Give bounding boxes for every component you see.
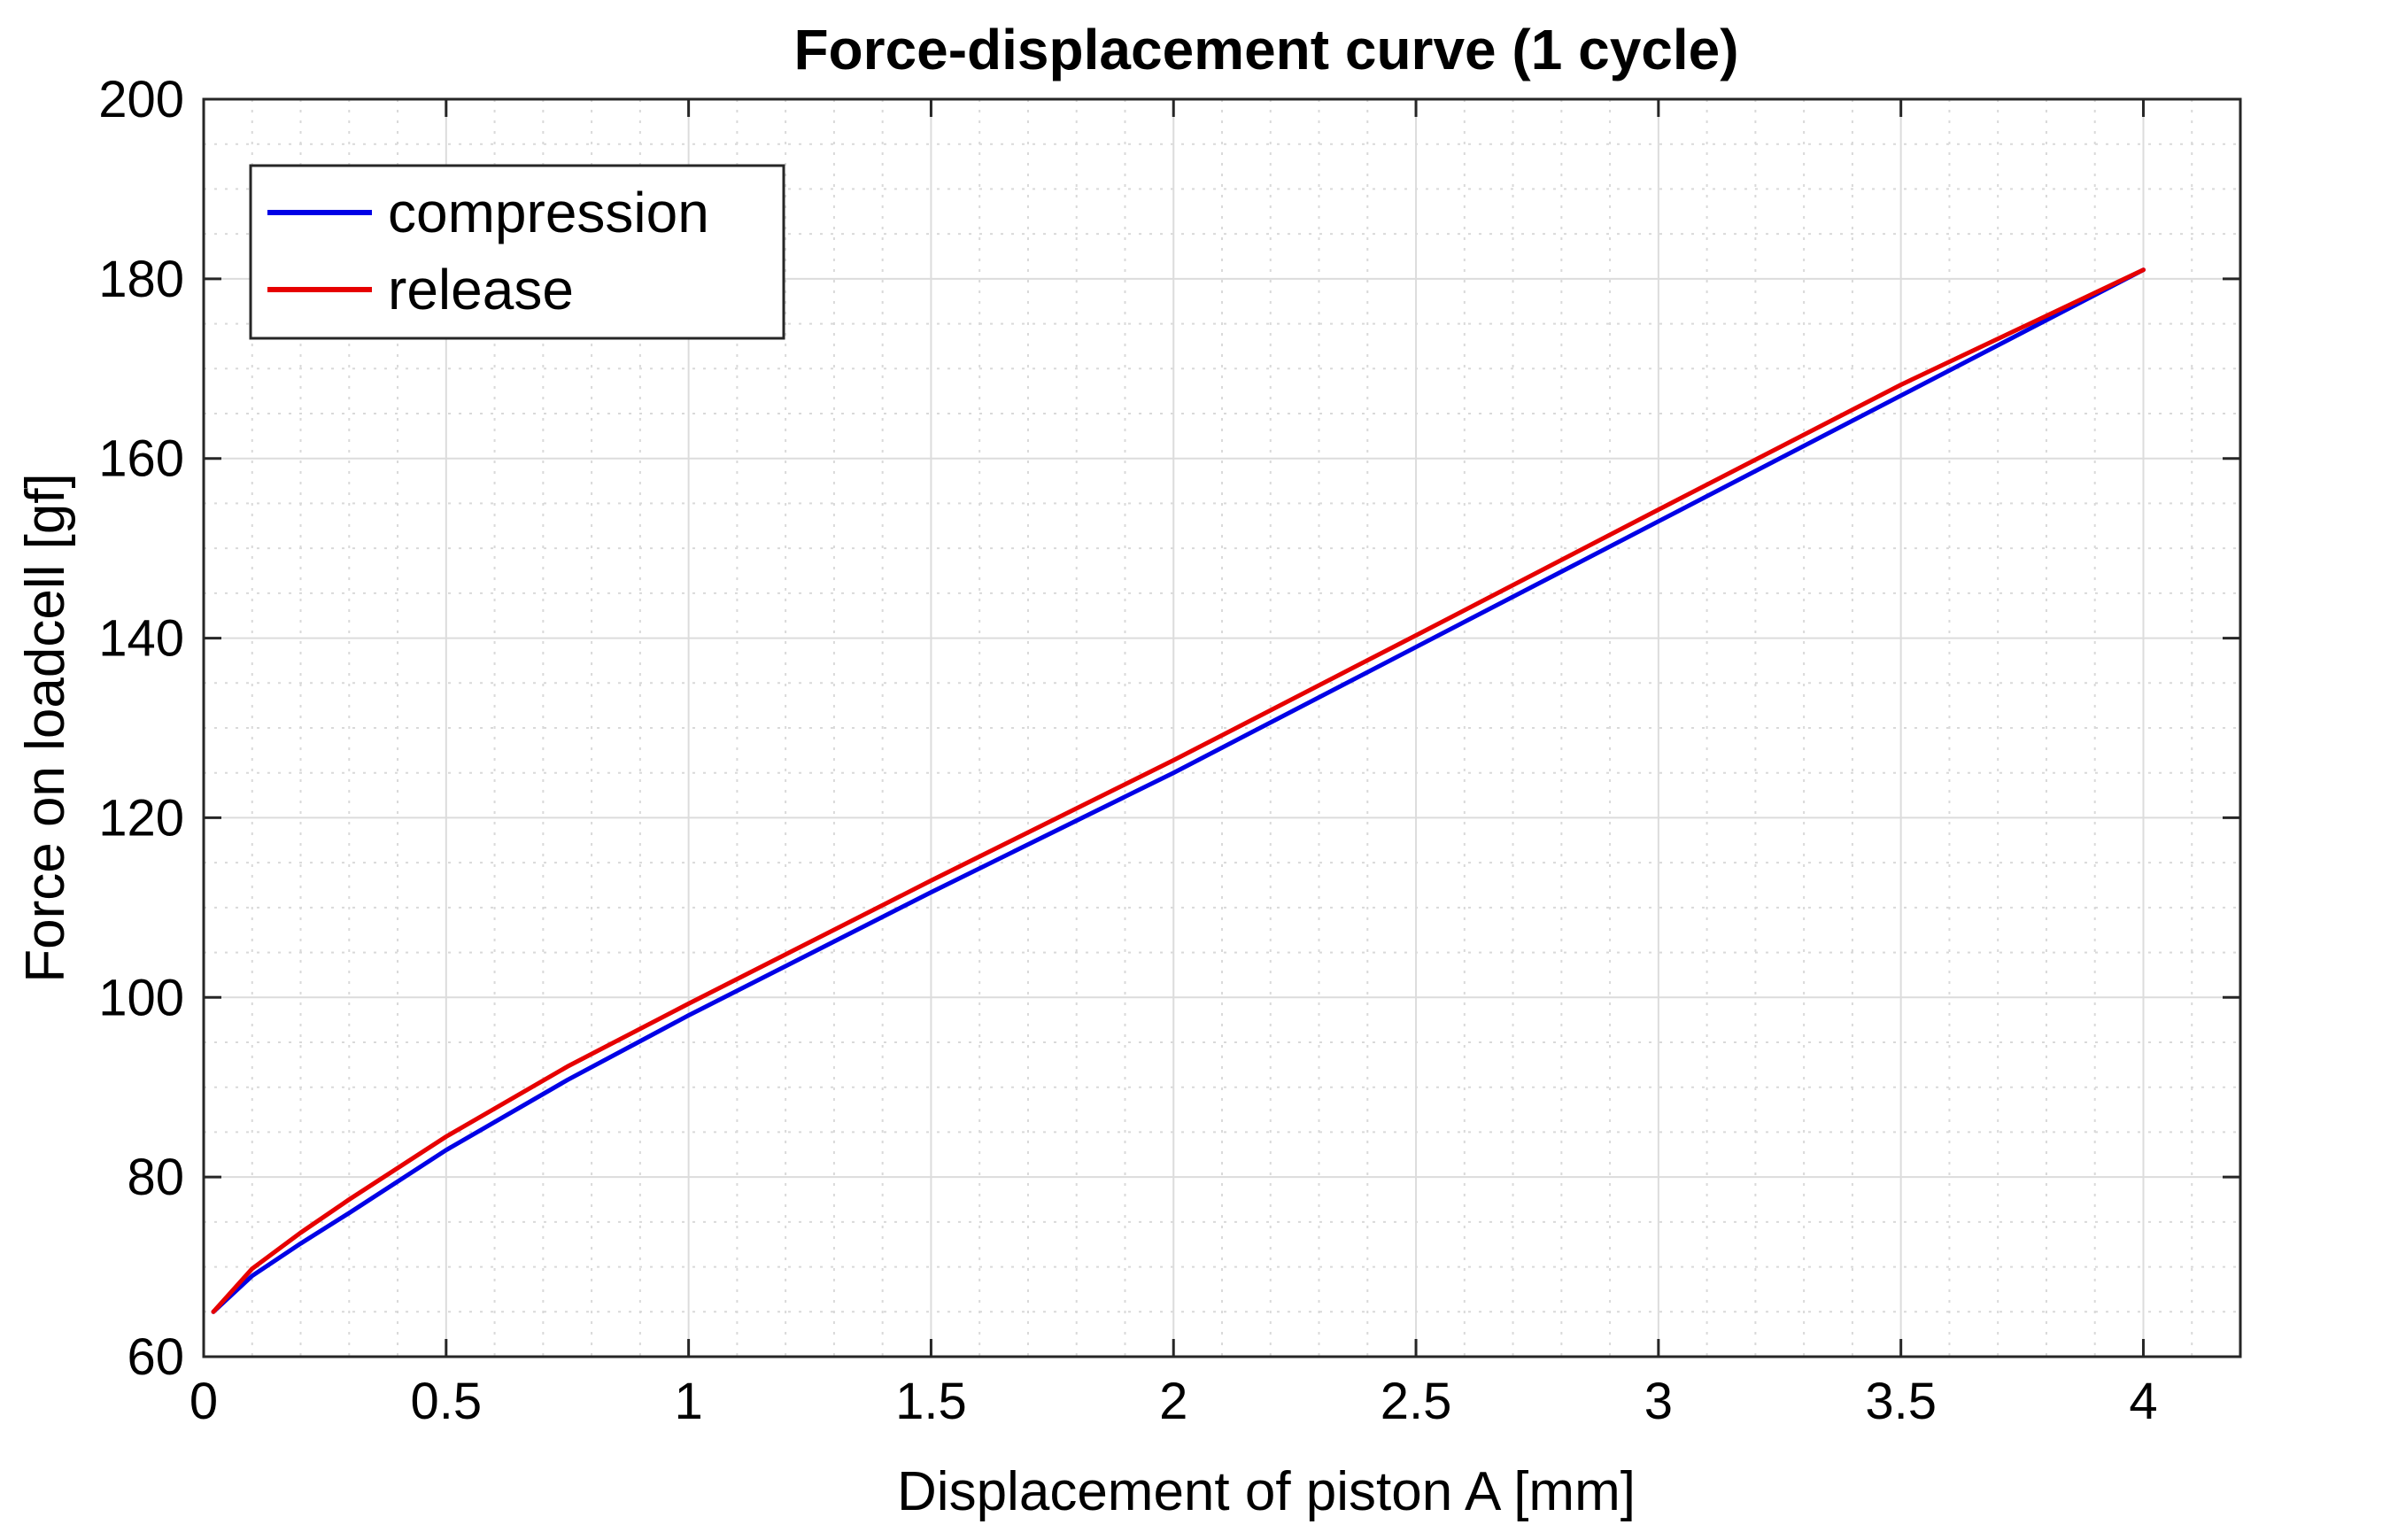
- chart-title: Force-displacement curve (1 cycle): [793, 18, 1738, 81]
- legend-label-compression: compression: [388, 181, 709, 244]
- x-tick-label: 2.5: [1381, 1373, 1452, 1430]
- x-axis-label: Displacement of piston A [mm]: [897, 1461, 1636, 1522]
- x-tick-label: 3.5: [1865, 1373, 1937, 1430]
- legend: compression release: [249, 164, 785, 340]
- x-tick-label: 1: [674, 1373, 702, 1430]
- series-lines: [211, 267, 2146, 1314]
- x-tick-label: 1.5: [895, 1373, 967, 1430]
- x-tick-label: 4: [2129, 1373, 2157, 1430]
- y-axis-ticks: 60 80 100 120 140 160 180 200: [98, 71, 2240, 1386]
- x-axis-ticks: 0 0.5 1 1.5 2 2.5 3 3.5 4: [189, 99, 2158, 1430]
- y-axis-label: Force on loadcell [gf]: [15, 473, 76, 983]
- y-tick-label: 100: [98, 969, 184, 1026]
- x-tick-label: 2: [1159, 1373, 1187, 1430]
- legend-label-release: release: [388, 258, 574, 321]
- y-tick-label: 200: [98, 71, 184, 128]
- series-line-release: [211, 267, 2146, 1314]
- x-tick-label: 3: [1644, 1373, 1673, 1430]
- y-tick-label: 80: [127, 1149, 184, 1206]
- y-tick-label: 120: [98, 789, 184, 847]
- minor-grid: [204, 99, 2240, 1357]
- y-tick-label: 60: [127, 1328, 184, 1386]
- y-tick-label: 160: [98, 430, 184, 488]
- legend-box: [249, 164, 785, 340]
- y-tick-label: 180: [98, 251, 184, 308]
- x-tick-label: 0.5: [410, 1373, 482, 1430]
- series-line-compression: [211, 267, 2146, 1314]
- y-tick-label: 140: [98, 610, 184, 668]
- x-tick-label: 0: [189, 1373, 218, 1430]
- plot-frame: [202, 97, 2242, 1358]
